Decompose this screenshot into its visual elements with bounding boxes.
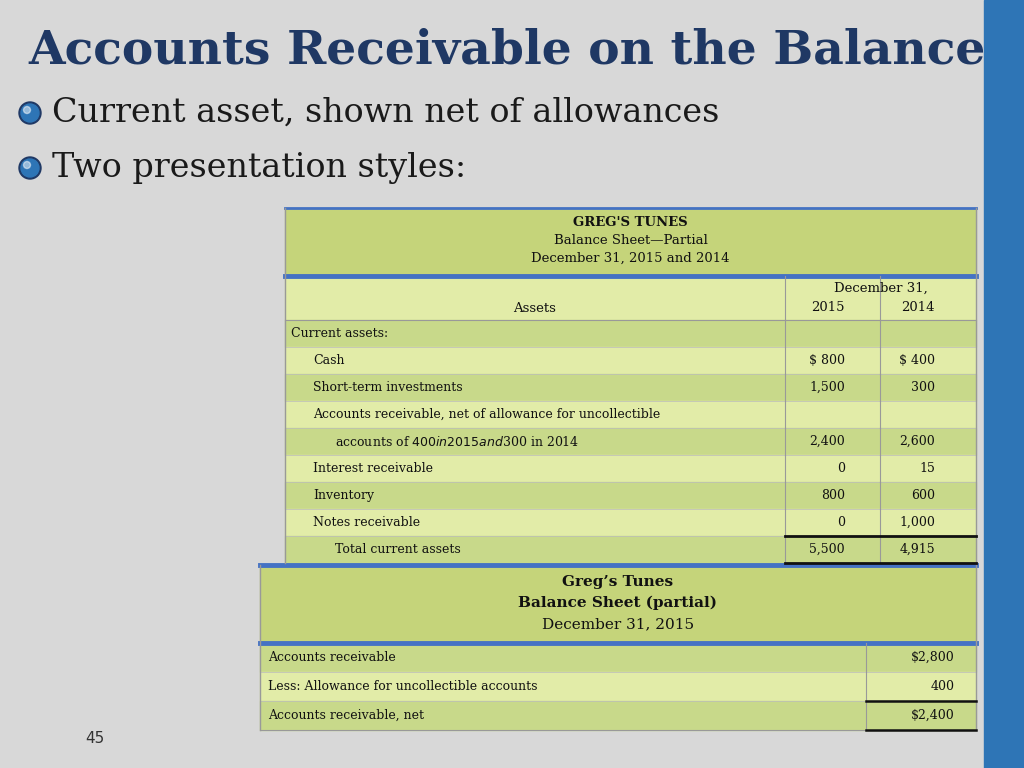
Bar bbox=[260, 565, 976, 643]
Text: Greg’s Tunes: Greg’s Tunes bbox=[562, 575, 674, 589]
Text: 2014: 2014 bbox=[901, 301, 935, 314]
Text: II.: II. bbox=[999, 737, 1011, 750]
Circle shape bbox=[19, 102, 41, 124]
Bar bbox=[285, 347, 976, 374]
Bar bbox=[285, 320, 976, 347]
Text: 5,500: 5,500 bbox=[809, 543, 845, 556]
Text: Accounts receivable: Accounts receivable bbox=[268, 651, 395, 664]
Text: 45: 45 bbox=[85, 731, 104, 746]
Bar bbox=[984, 0, 1024, 768]
Bar bbox=[260, 701, 976, 730]
Text: 400: 400 bbox=[931, 680, 955, 693]
Text: Assets: Assets bbox=[514, 303, 556, 316]
Text: Inventory: Inventory bbox=[313, 489, 374, 502]
Bar bbox=[285, 428, 976, 455]
Text: accounts of $400 in 2015 and $300 in 2014: accounts of $400 in 2015 and $300 in 201… bbox=[335, 435, 580, 449]
Text: December 31, 2015: December 31, 2015 bbox=[542, 617, 694, 631]
Text: 300: 300 bbox=[911, 381, 935, 394]
Bar bbox=[285, 455, 976, 482]
Text: $2,400: $2,400 bbox=[911, 709, 955, 722]
Bar bbox=[285, 536, 976, 563]
Text: Accounts receivable, net: Accounts receivable, net bbox=[268, 709, 424, 722]
Bar bbox=[260, 643, 976, 672]
Text: 0: 0 bbox=[837, 516, 845, 529]
Circle shape bbox=[24, 107, 31, 114]
Bar bbox=[285, 374, 976, 401]
Bar bbox=[285, 208, 976, 276]
Text: $2,800: $2,800 bbox=[911, 651, 955, 664]
Text: $ 800: $ 800 bbox=[809, 354, 845, 367]
Circle shape bbox=[24, 161, 31, 168]
Text: Accounts Receivable on the Balance Sheet: Accounts Receivable on the Balance Sheet bbox=[28, 27, 1024, 73]
Text: Less: Allowance for uncollectible accounts: Less: Allowance for uncollectible accoun… bbox=[268, 680, 538, 693]
Text: GREG'S TUNES: GREG'S TUNES bbox=[573, 216, 688, 229]
Text: 2,400: 2,400 bbox=[809, 435, 845, 448]
Bar bbox=[285, 482, 976, 509]
Text: December 31,: December 31, bbox=[834, 282, 928, 295]
Text: December 31, 2015 and 2014: December 31, 2015 and 2014 bbox=[531, 251, 730, 264]
Text: 4,915: 4,915 bbox=[899, 543, 935, 556]
Bar bbox=[285, 401, 976, 428]
Text: Short-term investments: Short-term investments bbox=[313, 381, 463, 394]
Text: 15: 15 bbox=[920, 462, 935, 475]
Text: Balance Sheet—Partial: Balance Sheet—Partial bbox=[554, 233, 708, 247]
Text: Balance Sheet (partial): Balance Sheet (partial) bbox=[518, 596, 718, 611]
Text: Total current assets: Total current assets bbox=[335, 543, 461, 556]
Text: 2,600: 2,600 bbox=[899, 435, 935, 448]
Text: Interest receivable: Interest receivable bbox=[313, 462, 433, 475]
Text: Accounts receivable, net of allowance for uncollectible: Accounts receivable, net of allowance fo… bbox=[313, 408, 660, 421]
Text: 0: 0 bbox=[837, 462, 845, 475]
Circle shape bbox=[19, 157, 41, 179]
Text: 600: 600 bbox=[911, 489, 935, 502]
Text: $ 400: $ 400 bbox=[899, 354, 935, 367]
Text: Current assets:: Current assets: bbox=[291, 327, 388, 340]
Text: Cash: Cash bbox=[313, 354, 344, 367]
Text: 1,500: 1,500 bbox=[809, 381, 845, 394]
Text: Current asset, shown net of allowances: Current asset, shown net of allowances bbox=[52, 97, 720, 129]
Bar bbox=[285, 276, 976, 320]
Text: Notes receivable: Notes receivable bbox=[313, 516, 420, 529]
Text: 800: 800 bbox=[821, 489, 845, 502]
Text: 2015: 2015 bbox=[811, 301, 845, 314]
Circle shape bbox=[22, 159, 39, 177]
Bar bbox=[260, 672, 976, 701]
Circle shape bbox=[22, 104, 39, 122]
Text: 1,000: 1,000 bbox=[899, 516, 935, 529]
Text: Two presentation styles:: Two presentation styles: bbox=[52, 152, 466, 184]
Bar bbox=[285, 509, 976, 536]
